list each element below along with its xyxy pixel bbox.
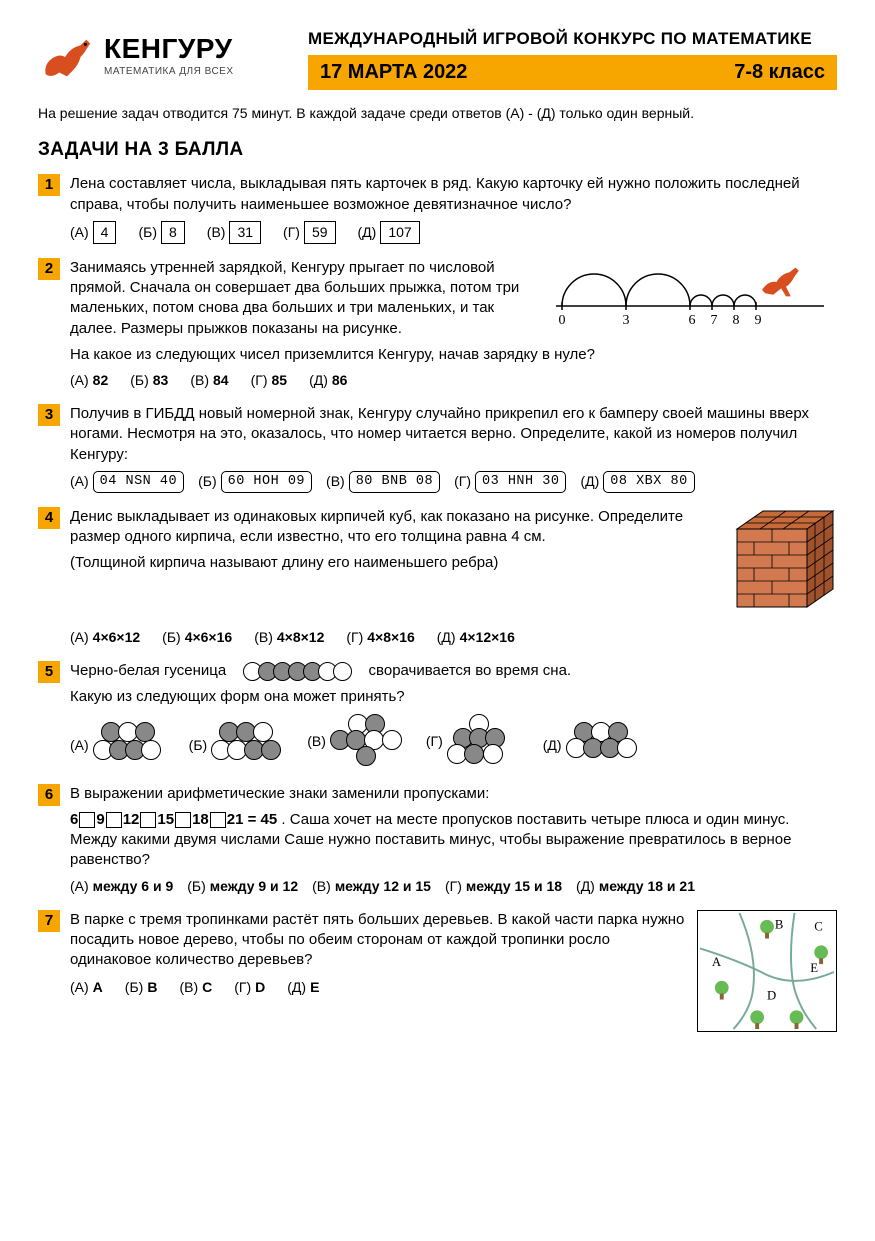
- cluster-A: [93, 722, 171, 770]
- svg-text:B: B: [775, 917, 784, 931]
- number-line-figure: 0 3 6 7 8 9: [552, 258, 837, 336]
- problem-7: 7 В парке с тремя тропинками растёт пять…: [38, 910, 837, 1038]
- svg-text:D: D: [767, 988, 776, 1002]
- brand-text: КЕНГУРУ МАТЕМАТИКА ДЛЯ ВСЕХ: [104, 35, 234, 79]
- problem-4: 4 Денис выкладывает из одинаковых кирпич…: [38, 507, 837, 647]
- svg-text:C: C: [814, 919, 823, 933]
- brick-cube-figure: [707, 507, 837, 628]
- card: 4: [93, 221, 117, 244]
- problem-1: 1 Лена составляет числа, выкладывая пять…: [38, 174, 837, 243]
- svg-text:0: 0: [559, 313, 566, 328]
- page: КЕНГУРУ МАТЕМАТИКА ДЛЯ ВСЕХ МЕЖДУНАРОДНЫ…: [0, 0, 875, 1082]
- logo-block: КЕНГУРУ МАТЕМАТИКА ДЛЯ ВСЕХ: [38, 28, 308, 86]
- q1-text: Лена составляет числа, выкладывая пять к…: [70, 174, 837, 215]
- cluster-V: [330, 714, 408, 770]
- header-right: МЕЖДУНАРОДНЫЙ ИГРОВОЙ КОНКУРС ПО МАТЕМАТ…: [308, 28, 837, 90]
- qnum: 1: [38, 174, 60, 196]
- intro-text: На решение задач отводится 75 минут. В к…: [38, 104, 837, 123]
- brand-title: КЕНГУРУ: [104, 35, 234, 63]
- svg-text:3: 3: [623, 313, 630, 328]
- svg-text:6: 6: [689, 313, 696, 328]
- problem-3: 3 Получив в ГИБДД новый номерной знак, К…: [38, 404, 837, 493]
- svg-text:7: 7: [711, 313, 718, 328]
- park-map-figure: A B C D E: [697, 910, 837, 1038]
- q2-text1: Занимаясь утренней зарядкой, Кенгуру пры…: [70, 258, 542, 339]
- cluster-G: [447, 714, 525, 770]
- brand-subtitle: МАТЕМАТИКА ДЛЯ ВСЕХ: [104, 65, 234, 79]
- svg-text:9: 9: [755, 313, 762, 328]
- kangaroo-logo-icon: [38, 28, 96, 86]
- header: КЕНГУРУ МАТЕМАТИКА ДЛЯ ВСЕХ МЕЖДУНАРОДНЫ…: [38, 28, 837, 90]
- grade: 7-8 класс: [734, 59, 825, 86]
- equation-expression: 6912151821 = 45: [70, 811, 281, 828]
- caterpillar-line: [243, 662, 352, 681]
- svg-text:E: E: [810, 960, 818, 974]
- problem-2: 2 Занимаясь утренней зарядкой, Кенгуру п…: [38, 258, 837, 390]
- problem-5: 5 Черно-белая гусеница сворачивается во …: [38, 661, 837, 770]
- cluster-B: [211, 722, 289, 770]
- q1-answers: (А) 4 (Б) 8 (В) 31 (Г) 59 (Д) 107: [70, 221, 837, 244]
- plate: 04 NSN 40: [93, 471, 184, 493]
- section-title: ЗАДАЧИ НА 3 БАЛЛА: [38, 137, 837, 163]
- svg-text:8: 8: [733, 313, 740, 328]
- contest-title: МЕЖДУНАРОДНЫЙ ИГРОВОЙ КОНКУРС ПО МАТЕМАТ…: [308, 28, 837, 51]
- date-bar: 17 МАРТА 2022 7-8 класс: [308, 55, 837, 90]
- contest-date: 17 МАРТА 2022: [320, 59, 467, 86]
- problem-6: 6 В выражении арифметические знаки замен…: [38, 784, 837, 896]
- cluster-D: [566, 722, 644, 770]
- svg-text:A: A: [712, 955, 722, 969]
